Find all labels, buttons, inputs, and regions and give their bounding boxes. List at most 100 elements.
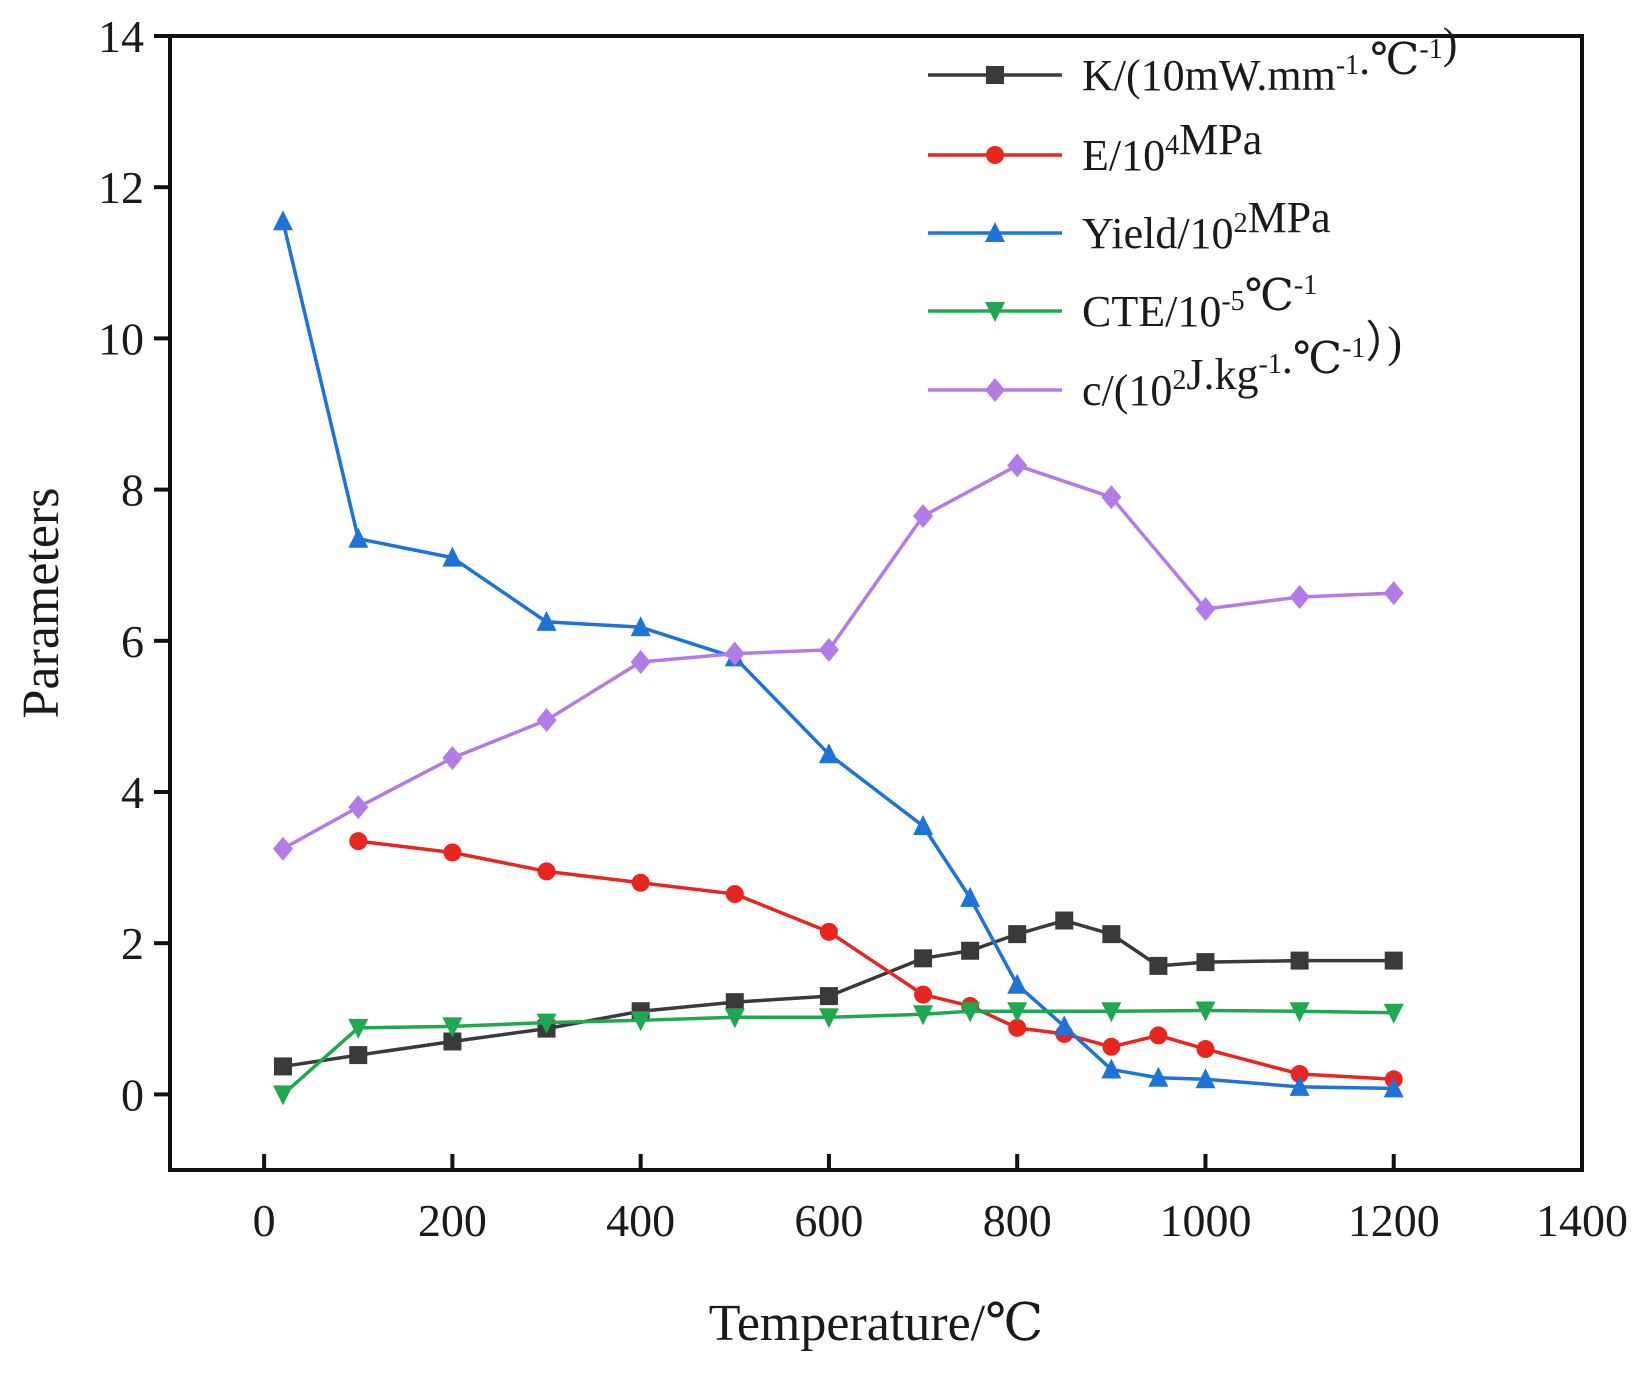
data-point [819,922,838,941]
y-tick-label: 2 [121,918,144,969]
y-axis-title: Parameters [13,487,70,718]
series-layer [272,210,1404,1106]
legend-label-part: CTE/10 [1082,287,1221,336]
data-point [1149,1026,1168,1045]
data-point [724,1008,745,1029]
series-0 [273,911,1403,1076]
y-tick-label: 0 [121,1069,144,1120]
data-point [1007,453,1028,478]
legend-item: K/(10mW.mm-1.℃-1) [928,19,1457,100]
data-point [725,993,744,1012]
legend-label-part: MPa [1248,193,1331,242]
x-tick-label: 800 [983,1195,1052,1246]
data-point [537,862,556,881]
data-point [349,832,368,851]
y-tick-label: 4 [121,767,144,818]
data-point [960,886,981,907]
data-point [630,616,651,637]
data-point [818,637,839,662]
data-point [1148,1066,1169,1087]
legend-label-part: K/(10mW.mm [1082,51,1336,100]
legend-label: CTE/10-5℃-1 [1082,270,1317,336]
legend-item: CTE/10-5℃-1 [928,270,1317,336]
legend-label-part: J.kg [1186,350,1258,399]
data-point [1195,597,1216,622]
legend-label-part: ℃ [1245,271,1294,320]
data-point [536,1013,557,1034]
x-tick-label: 1200 [1348,1195,1440,1246]
series-3 [272,1001,1404,1106]
data-point [1101,485,1122,510]
series-line [281,1008,1394,1096]
data-point [1195,1068,1216,1089]
y-tick-label: 14 [98,11,144,62]
legend-label: Yield/102MPa [1082,193,1331,258]
data-point [348,527,369,548]
data-point [442,1017,463,1038]
data-point [272,210,293,231]
data-point [1289,584,1310,609]
data-point [442,745,463,770]
legend-marker [985,302,1005,322]
series-4 [272,453,1404,861]
data-point [1101,1058,1122,1079]
data-point [631,873,650,892]
data-point [630,649,651,674]
data-point [272,1085,293,1106]
data-point [913,1005,934,1026]
data-point [1149,956,1168,975]
data-point [914,949,933,968]
data-point [914,985,933,1004]
data-point [630,1011,651,1032]
data-point [960,1002,981,1023]
legend-label-sup: -1 [1259,349,1282,380]
legend-label-part: .℃ [1359,35,1419,84]
y-tick-label: 10 [98,313,144,364]
data-point [1101,1002,1122,1023]
data-point [273,1057,292,1076]
legend-label: E/104MPa [1082,115,1262,180]
legend-label-sup: -1 [1419,34,1442,65]
data-point [819,987,838,1006]
x-tick-label: 1000 [1159,1195,1251,1246]
legend-marker [986,146,1004,164]
data-point [1195,1001,1216,1022]
legend-marker [986,66,1004,84]
legend-label-part: ) [1443,19,1458,68]
legend-label-sup: 2 [1172,365,1186,396]
legend-marker [985,378,1005,402]
data-point [272,836,293,861]
data-point [1102,925,1121,944]
data-point [1290,951,1309,970]
data-point [1383,1003,1404,1024]
data-point [1289,1002,1310,1023]
data-point [1289,1075,1310,1096]
legend-label-sup: -5 [1221,286,1244,317]
x-tick-label: 200 [418,1195,487,1246]
data-point [818,743,839,764]
legend: K/(10mW.mm-1.℃-1)E/104MPaYield/102MPaCTE… [928,19,1457,415]
legend-label-sup: 2 [1234,208,1248,239]
legend-label-part: MPa [1179,115,1262,164]
data-point [1054,1015,1075,1036]
data-point [1007,973,1028,994]
data-point [348,1018,369,1039]
legend-label-part: Yield/10 [1082,209,1234,258]
x-tick-label: 400 [606,1195,675,1246]
series-line [282,918,1394,1069]
data-point [349,1046,368,1065]
data-point [1008,925,1027,944]
legend-label-sup: -1 [1294,270,1317,301]
data-point [818,1008,839,1029]
legend-marker [985,222,1005,242]
legend-label: K/(10mW.mm-1.℃-1) [1082,19,1457,100]
legend-item: Yield/102MPa [928,193,1331,258]
data-point [1383,1077,1404,1098]
x-tick-label: 600 [794,1195,863,1246]
legend-item: E/104MPa [928,115,1262,180]
data-point [1383,581,1404,606]
series-2 [272,210,1404,1098]
data-point [1196,953,1215,972]
data-point [961,941,980,960]
